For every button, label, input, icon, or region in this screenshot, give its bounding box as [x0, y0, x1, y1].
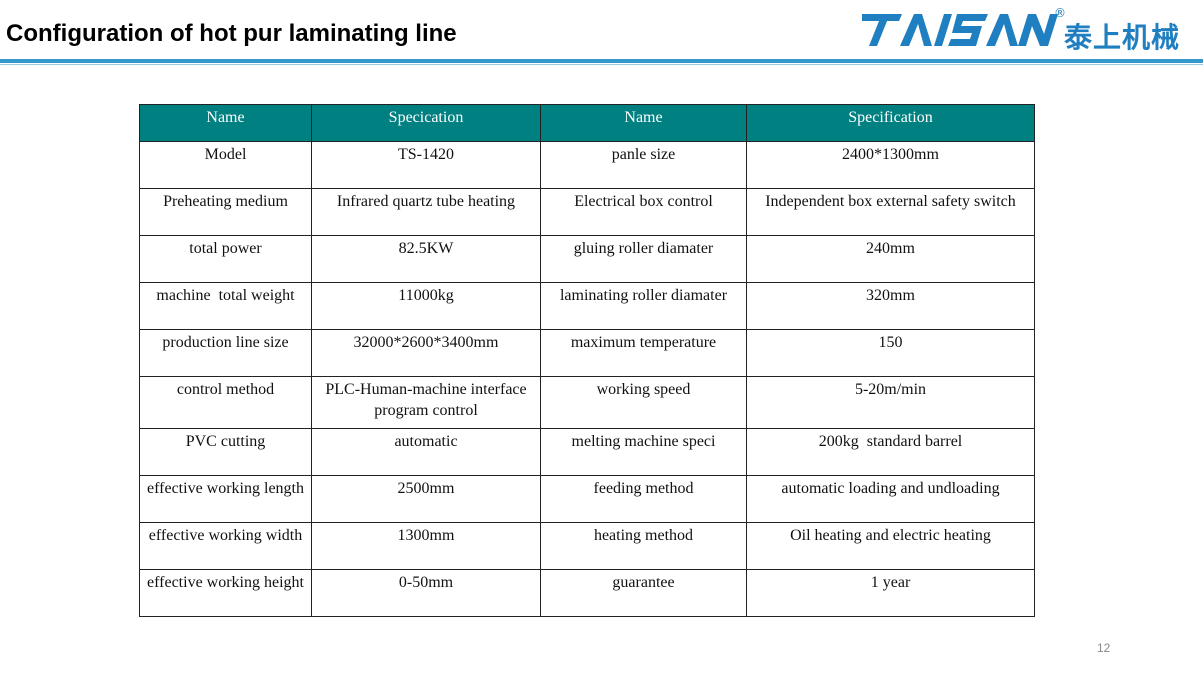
- table-cell: Infrared quartz tube heating: [311, 188, 541, 236]
- table-row: Model TS-1420 panle size 2400*1300mm: [139, 141, 1035, 189]
- header-divider-thin: [0, 64, 1203, 65]
- table-cell: Electrical box control: [540, 188, 747, 236]
- table-cell: PVC cutting: [139, 428, 312, 476]
- header-specification-1: Specication: [311, 104, 541, 142]
- table-row: control method PLC-Human-machine interfa…: [139, 376, 1035, 429]
- table-cell: 240mm: [746, 235, 1035, 283]
- table-row: total power 82.5KW gluing roller diamate…: [139, 235, 1035, 283]
- table-cell: effective working length: [139, 475, 312, 523]
- header-name-2: Name: [540, 104, 747, 142]
- table-cell: production line size: [139, 329, 312, 377]
- table-cell: 150: [746, 329, 1035, 377]
- table-cell: 1 year: [746, 569, 1035, 617]
- table-row: Preheating medium Infrared quartz tube h…: [139, 188, 1035, 236]
- table-cell: maximum temperature: [540, 329, 747, 377]
- table-cell: 200kg standard barrel: [746, 428, 1035, 476]
- table-cell: Independent box external safety switch: [746, 188, 1035, 236]
- page-number: 12: [1097, 641, 1111, 655]
- table-row: effective working height 0-50mm guarante…: [139, 569, 1035, 617]
- table-cell: automatic: [311, 428, 541, 476]
- table-cell: working speed: [540, 376, 747, 429]
- table-cell: heating method: [540, 522, 747, 570]
- table-cell: feeding method: [540, 475, 747, 523]
- table-cell: PLC-Human-machine interface program cont…: [311, 376, 541, 429]
- table-row: production line size 32000*2600*3400mm m…: [139, 329, 1035, 377]
- table-cell: Oil heating and electric heating: [746, 522, 1035, 570]
- taisan-logo: ®: [862, 6, 1192, 50]
- header-divider: [0, 59, 1203, 63]
- table-cell: Preheating medium: [139, 188, 312, 236]
- table-cell: 1300mm: [311, 522, 541, 570]
- table-cell: effective working width: [139, 522, 312, 570]
- table-cell: machine total weight: [139, 282, 312, 330]
- table-cell: 320mm: [746, 282, 1035, 330]
- table-cell: 82.5KW: [311, 235, 541, 283]
- taisan-logo-mark: [862, 14, 1058, 46]
- table-cell: panle size: [540, 141, 747, 189]
- table-row: effective working length 2500mm feeding …: [139, 475, 1035, 523]
- table-cell: 2400*1300mm: [746, 141, 1035, 189]
- table-cell: Model: [139, 141, 312, 189]
- table-cell: 0-50mm: [311, 569, 541, 617]
- table-cell: guarantee: [540, 569, 747, 617]
- table-cell: automatic loading and undloading: [746, 475, 1035, 523]
- table-cell: 5-20m/min: [746, 376, 1035, 429]
- table-row: effective working width 1300mm heating m…: [139, 522, 1035, 570]
- table-row: machine total weight 11000kg laminating …: [139, 282, 1035, 330]
- table-cell: total power: [139, 235, 312, 283]
- registered-mark: ®: [1054, 6, 1066, 20]
- table-row: PVC cutting automatic melting machine sp…: [139, 428, 1035, 476]
- table-cell: gluing roller diamater: [540, 235, 747, 283]
- specification-table: Name Specication Name Specification Mode…: [139, 104, 1035, 617]
- table-header-row: Name Specication Name Specification: [139, 104, 1035, 142]
- table-cell: effective working height: [139, 569, 312, 617]
- table-cell: 11000kg: [311, 282, 541, 330]
- table-cell: melting machine speci: [540, 428, 747, 476]
- table-cell: laminating roller diamater: [540, 282, 747, 330]
- header-specification-2: Specification: [746, 104, 1035, 142]
- table-cell: 32000*2600*3400mm: [311, 329, 541, 377]
- table-cell: 2500mm: [311, 475, 541, 523]
- table-cell: control method: [139, 376, 312, 429]
- table-cell: TS-1420: [311, 141, 541, 189]
- header-name-1: Name: [139, 104, 312, 142]
- slide-title: Configuration of hot pur laminating line: [6, 20, 457, 47]
- brand-chinese-text: 泰上机械: [1064, 21, 1181, 54]
